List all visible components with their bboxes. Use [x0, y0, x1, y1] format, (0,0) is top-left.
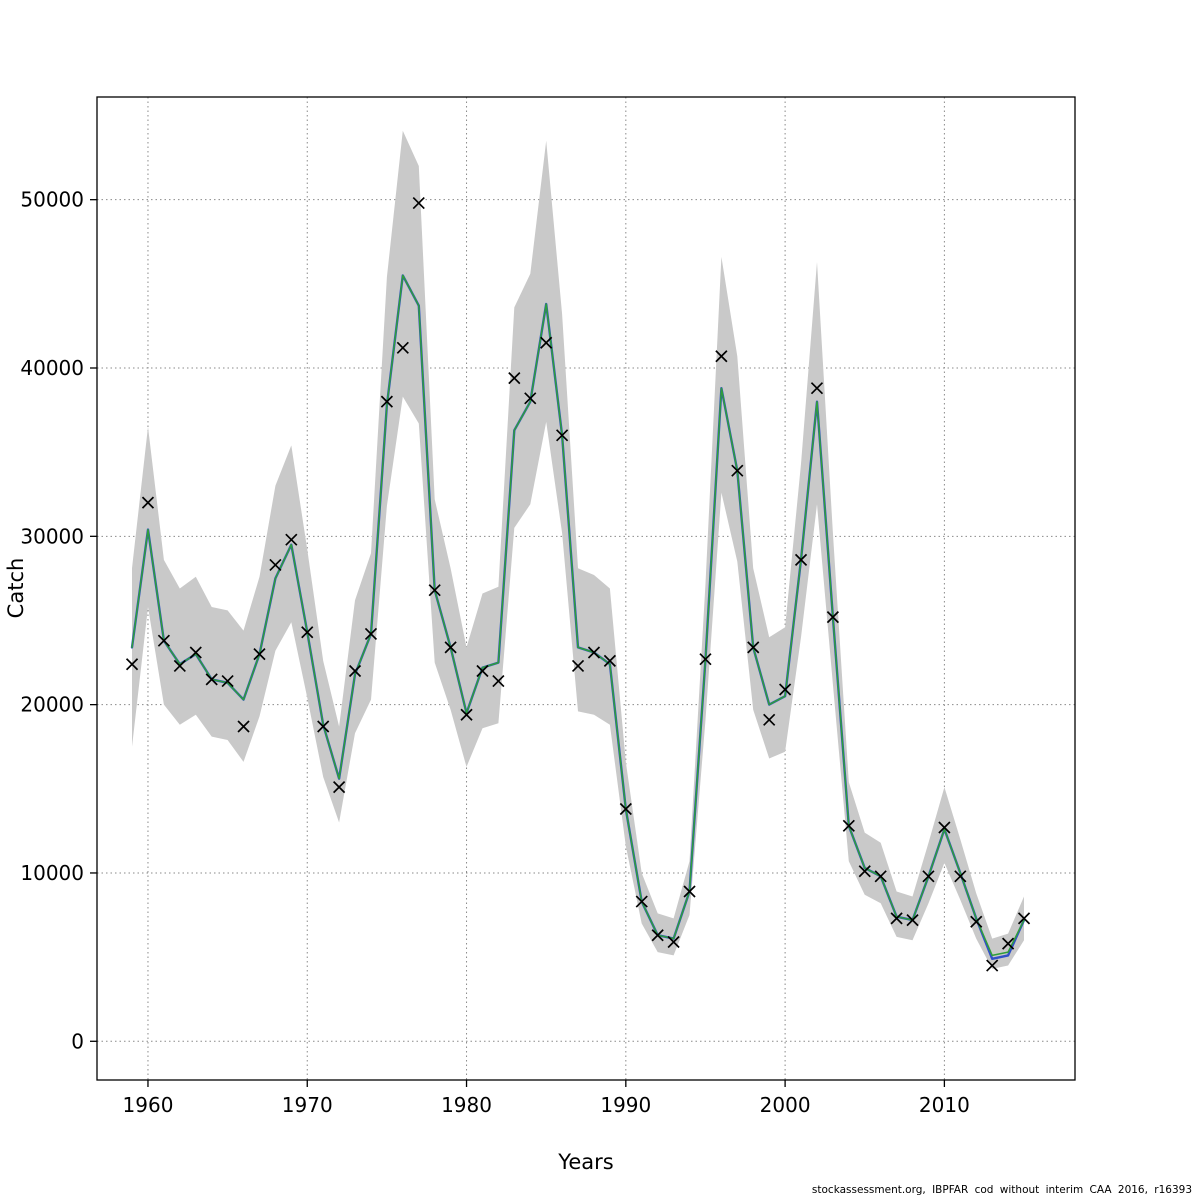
confidence-band	[132, 130, 1024, 969]
observed-marker	[285, 533, 298, 546]
observed-marker	[731, 464, 744, 477]
observed-marker	[141, 496, 155, 509]
plot-border	[96, 96, 1076, 1081]
observed-marker	[476, 664, 489, 678]
observed-marker	[412, 196, 425, 210]
observed-marker	[1001, 937, 1015, 950]
observed-marker	[189, 646, 202, 659]
observed-marker	[444, 641, 457, 654]
observed-marker	[173, 659, 186, 673]
x-tick-label: 2010	[919, 1093, 970, 1117]
y-axis-label: Catch	[4, 557, 28, 619]
observed-marker	[460, 708, 473, 721]
observed-marker	[826, 611, 839, 624]
observed-marker	[1017, 912, 1031, 925]
observed-marker	[348, 664, 362, 678]
observed-marker	[364, 627, 378, 641]
observed-marker	[667, 935, 680, 949]
observed-marker	[779, 683, 792, 696]
observed-marker	[635, 895, 648, 908]
observed-marker	[380, 395, 393, 408]
observed-marker	[651, 929, 664, 942]
y-tick-label: 40000	[20, 356, 84, 380]
observed-marker	[906, 913, 919, 927]
observed-marker	[333, 781, 346, 794]
observed-marker	[524, 392, 537, 405]
observed-marker	[556, 429, 569, 442]
observed-marker	[970, 915, 983, 928]
observed-marker	[269, 558, 282, 572]
observed-marker	[842, 819, 855, 832]
source-caption: stockassessment.org, IBPFAR cod without …	[811, 1184, 1192, 1196]
y-tick-label: 20000	[20, 693, 84, 717]
observed-marker	[540, 336, 553, 349]
observed-marker	[508, 371, 521, 385]
x-tick-label: 1960	[123, 1093, 174, 1117]
observed-marker	[396, 341, 409, 354]
observed-marker	[922, 870, 935, 883]
observed-marker	[763, 713, 776, 726]
observed-marker	[890, 912, 903, 925]
x-tick-label: 1990	[600, 1093, 651, 1117]
observed-marker	[699, 653, 712, 666]
observed-marker	[747, 641, 760, 654]
observed-marker	[683, 885, 696, 898]
observed-marker	[858, 865, 871, 878]
observed-marker	[603, 654, 616, 667]
observed-marker	[301, 626, 314, 639]
x-axis-label: Years	[558, 1150, 614, 1174]
observed-marker	[715, 350, 728, 363]
y-tick-label: 10000	[20, 861, 84, 885]
fit-green-line	[131, 274, 1025, 957]
observed-marker	[954, 870, 967, 883]
observed-marker	[205, 673, 218, 686]
observed-marker	[587, 646, 601, 659]
x-tick-label: 1980	[441, 1093, 492, 1117]
observed-marker	[253, 648, 266, 661]
observed-marker	[810, 382, 824, 395]
observed-marker	[794, 553, 808, 566]
observed-marker	[492, 674, 505, 688]
observed-marker	[221, 674, 234, 688]
x-tick-label: 2000	[760, 1093, 811, 1117]
observed-marker	[619, 802, 632, 816]
observed-marker	[874, 870, 887, 883]
y-tick-label: 50000	[20, 188, 84, 212]
observed-marker	[157, 634, 171, 647]
y-tick-label: 30000	[20, 524, 84, 548]
observed-marker	[125, 658, 139, 671]
observed-marker	[986, 959, 999, 972]
y-tick-label: 0	[71, 1029, 84, 1053]
observed-marker	[428, 584, 441, 597]
x-tick-label: 1970	[282, 1093, 333, 1117]
observed-marker	[237, 720, 250, 733]
observed-marker	[571, 659, 585, 673]
observed-marker	[938, 821, 951, 834]
observed-marker	[317, 720, 330, 733]
